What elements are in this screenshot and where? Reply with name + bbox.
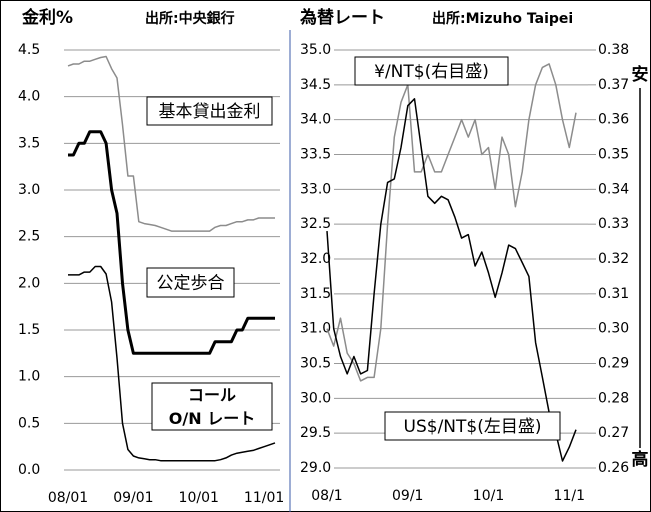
y-tick-label: 32.0 — [300, 251, 331, 267]
annotation-box — [151, 382, 273, 431]
annotation: O/N レート — [169, 409, 255, 428]
y-tick-label: 30.0 — [300, 390, 331, 406]
annotation: US$/NT$(左目盛) — [404, 417, 542, 437]
series-line — [326, 63, 577, 382]
series-line — [68, 265, 276, 462]
y2-tick-label: 0.38 — [598, 42, 629, 58]
y-tick-label: 31.0 — [300, 321, 331, 337]
y-tick-label: 4.5 — [18, 42, 40, 58]
x-tick-label: 09/1 — [392, 488, 423, 504]
side-label: 安 — [632, 64, 649, 85]
y-tick-label: 31.5 — [300, 286, 331, 302]
y2-tick-label: 0.36 — [598, 112, 629, 128]
y-tick-label: 34.0 — [300, 112, 331, 128]
y-tick-label: 4.0 — [18, 89, 40, 105]
x-tick-label: 09/01 — [113, 490, 153, 506]
y2-tick-label: 0.27 — [598, 425, 629, 441]
annotation-box — [384, 411, 561, 441]
y-tick-label: 32.5 — [300, 216, 331, 232]
y2-tick-label: 0.34 — [598, 181, 629, 197]
y-tick-label: 1.0 — [18, 369, 40, 385]
y-tick-label: 1.5 — [18, 322, 40, 338]
y-tick-label: 2.0 — [18, 275, 40, 291]
y2-tick-label: 0.26 — [598, 460, 629, 476]
y-tick-label: 3.0 — [18, 182, 40, 198]
y2-tick-label: 0.29 — [598, 356, 629, 372]
annotation: コール — [188, 385, 236, 404]
y2-tick-label: 0.35 — [598, 147, 629, 163]
y-tick-label: 33.5 — [300, 147, 331, 163]
y2-tick-label: 0.32 — [598, 251, 629, 267]
panel-source: 出所:中央銀行 — [145, 10, 235, 27]
panel-title: 金利% — [21, 7, 73, 28]
series-line — [68, 130, 275, 355]
series-line — [67, 55, 275, 232]
y-tick-label: 0.5 — [18, 415, 40, 431]
y-tick-label: 34.5 — [300, 77, 331, 93]
panel-title: 為替レート — [300, 7, 385, 28]
y-tick-label: 29.0 — [300, 460, 331, 476]
x-tick-label: 11/1 — [554, 488, 585, 504]
x-tick-label: 08/1 — [311, 488, 342, 504]
x-tick-label: 10/01 — [179, 490, 219, 506]
x-tick-label: 10/1 — [473, 488, 504, 504]
annotation-box — [146, 267, 235, 298]
y-tick-label: 2.5 — [18, 229, 40, 245]
y-tick-label: 35.0 — [300, 42, 331, 58]
annotation-box — [354, 56, 509, 86]
y-tick-label: 30.5 — [300, 356, 331, 372]
y2-tick-label: 0.33 — [598, 216, 629, 232]
side-label: 高 — [632, 449, 649, 470]
x-tick-label: 08/01 — [48, 490, 88, 506]
annotation: 公定歩合 — [157, 274, 225, 294]
y-tick-label: 29.5 — [300, 425, 331, 441]
x-tick-label: 11/01 — [244, 490, 284, 506]
y-tick-label: 33.0 — [300, 181, 331, 197]
annotation: ¥/NT$(右目盛) — [374, 62, 489, 82]
y2-tick-label: 0.37 — [598, 77, 629, 93]
series-line — [326, 98, 577, 462]
y-tick-label: 3.5 — [18, 135, 40, 151]
annotation: 基本貸出金利 — [159, 102, 261, 122]
y2-tick-label: 0.30 — [598, 321, 629, 337]
annotation-box — [146, 96, 273, 126]
y-tick-label: 0.0 — [18, 462, 40, 478]
panel-source: 出所:Mizuho Taipei — [432, 10, 573, 27]
y2-tick-label: 0.31 — [598, 286, 629, 302]
y2-tick-label: 0.28 — [598, 390, 629, 406]
